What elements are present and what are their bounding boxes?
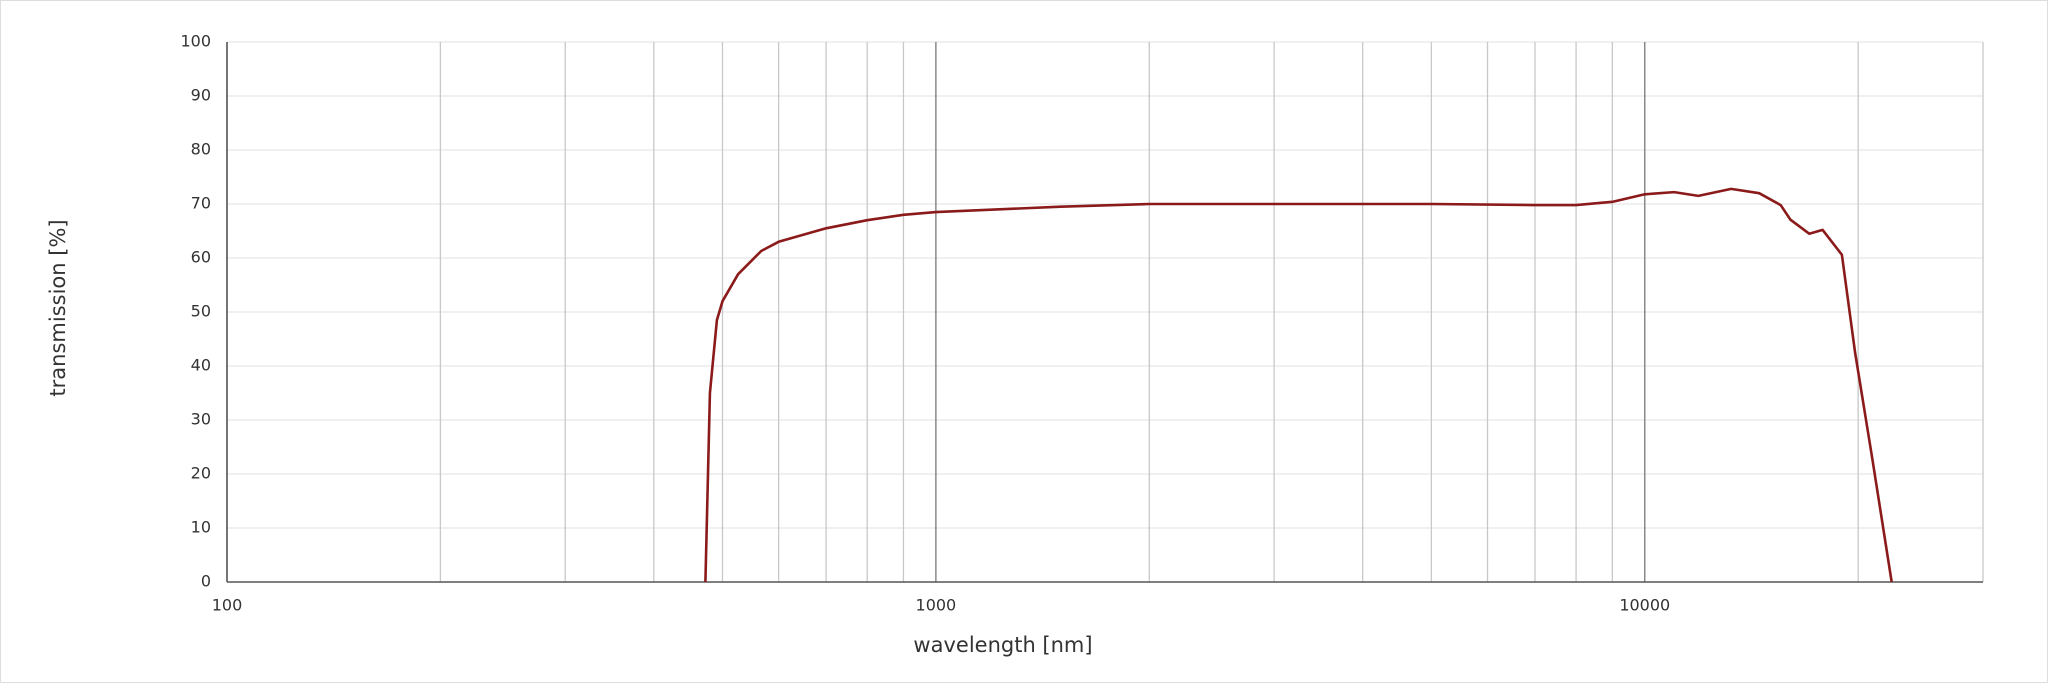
y-tick-label: 60 [191,248,211,267]
y-tick-label: 30 [191,410,211,429]
y-tick-label: 100 [180,32,211,51]
data-line [704,187,1893,583]
y-tick-label: 50 [191,302,211,321]
y-tick-label: 40 [191,356,211,375]
y-tick-label: 70 [191,194,211,213]
y-tick-label: 20 [191,464,211,483]
y-tick-label: 80 [191,140,211,159]
y-tick-label: 90 [191,86,211,105]
x-axis-title: wavelength [nm] [913,633,1092,657]
x-tick-label: 100 [212,596,243,615]
y-tick-label: 0 [201,572,211,591]
y-tick-label: 10 [191,518,211,537]
x-tick-label: 1000 [916,596,957,615]
x-tick-label: 10000 [1619,596,1670,615]
y-axis-title: transmission [%] [46,219,70,396]
